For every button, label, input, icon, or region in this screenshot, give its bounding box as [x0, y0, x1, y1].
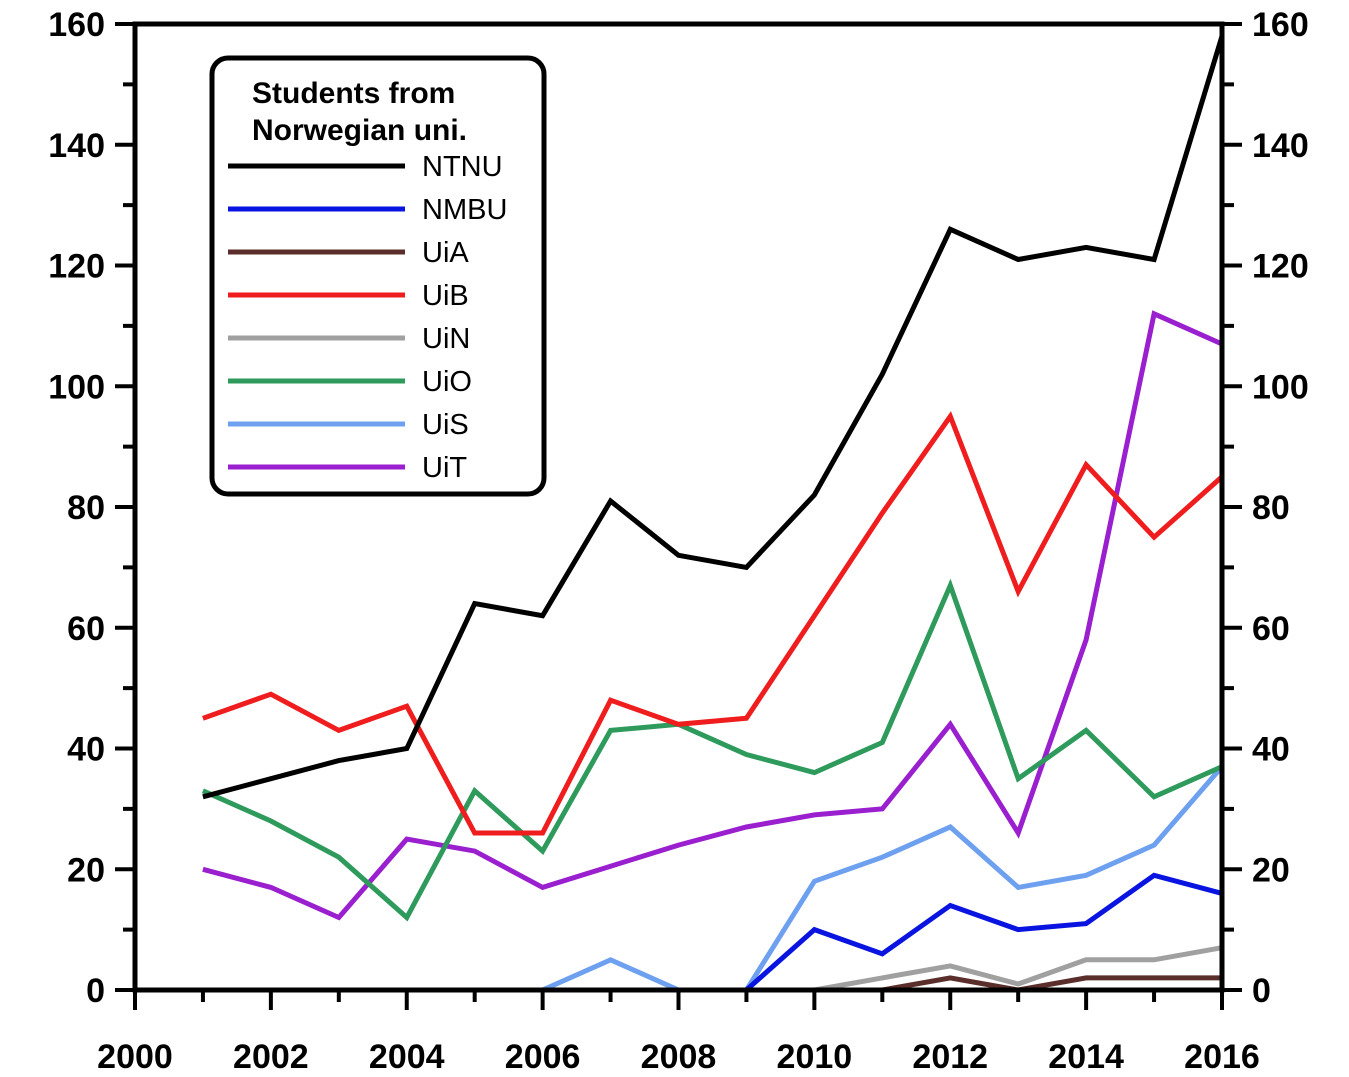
- legend-label-uia: UiA: [422, 237, 469, 269]
- legend-title: Students from: [252, 77, 455, 110]
- y-tick-label-left: 0: [86, 972, 105, 1010]
- x-tick-label: 2010: [777, 1038, 853, 1076]
- legend-label-uib: UiB: [422, 280, 469, 312]
- x-tick-label: 2016: [1184, 1038, 1260, 1076]
- x-tick-label: 2008: [641, 1038, 717, 1076]
- y-tick-label-left: 60: [67, 610, 105, 648]
- y-tick-label-right: 160: [1252, 6, 1309, 44]
- y-tick-label-left: 40: [67, 731, 105, 769]
- y-tick-label-right: 120: [1252, 248, 1309, 286]
- x-tick-label: 2002: [233, 1038, 309, 1076]
- y-tick-label-left: 160: [48, 6, 105, 44]
- series-line-uio: [201, 578, 1224, 922]
- series-line-uin: [202, 945, 1223, 993]
- legend-label-ntnu: NTNU: [422, 151, 503, 183]
- y-tick-label-left: 140: [48, 127, 105, 165]
- axes-layer: 0 20 40 60 80 100 120 140 160 0 20 40 60 80 100 120 140 1…: [48, 6, 1308, 1076]
- legend-label-uio: UiO: [422, 366, 472, 398]
- x-tick-label: 2012: [912, 1038, 988, 1076]
- y-tick-label-right: 100: [1252, 368, 1309, 406]
- x-tick-label: 2014: [1048, 1038, 1124, 1076]
- y-tick-label-left: 20: [67, 851, 105, 889]
- legend-label-uin: UiN: [422, 323, 470, 355]
- legend: Students from Norwegian uni. NTNU NMBU UiA Ui…: [209, 55, 547, 497]
- legend-label-uit: UiT: [422, 452, 467, 484]
- legend-title: Norwegian uni.: [252, 114, 467, 147]
- x-tick-label: 2006: [505, 1038, 581, 1076]
- y-tick-label-right: 140: [1252, 127, 1309, 165]
- series-line-uis: [202, 764, 1224, 993]
- y-tick-label-right: 20: [1252, 851, 1290, 889]
- legend-label-uis: UiS: [422, 409, 469, 441]
- x-tick-label: 2000: [97, 1038, 173, 1076]
- y-tick-label-right: 60: [1252, 610, 1290, 648]
- y-tick-label-left: 120: [48, 248, 105, 286]
- y-tick-label-left: 100: [48, 368, 105, 406]
- y-tick-label-right: 80: [1252, 489, 1290, 527]
- series-line-nmbu: [202, 872, 1223, 993]
- series-line-uit: [202, 310, 1224, 921]
- legend-label-nmbu: NMBU: [422, 194, 507, 226]
- y-tick-label-left: 80: [67, 489, 105, 527]
- x-tick-label: 2004: [369, 1038, 445, 1076]
- y-tick-label-right: 40: [1252, 731, 1290, 769]
- series-line-ntnu: [202, 35, 1225, 800]
- series-line-uib: [202, 411, 1224, 836]
- y-tick-label-right: 0: [1252, 972, 1271, 1010]
